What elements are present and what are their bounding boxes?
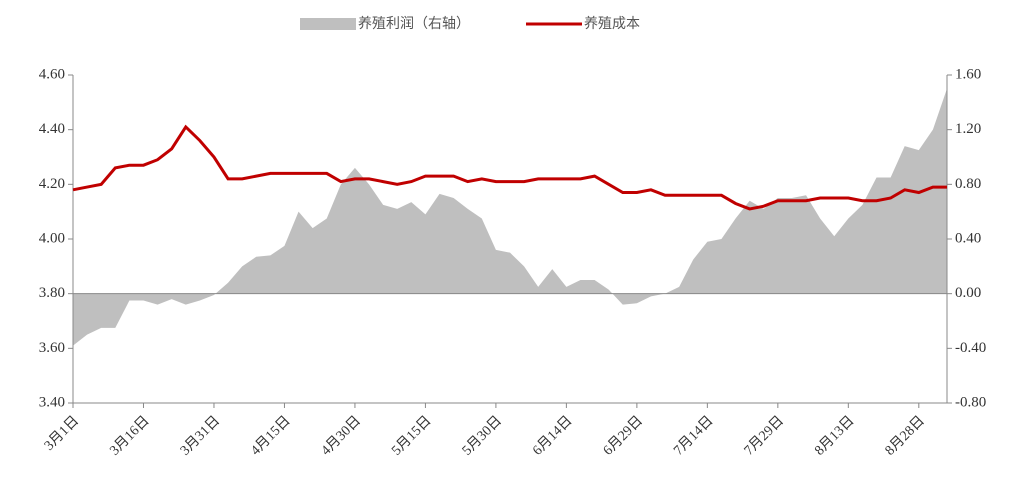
x-tick-label: 6月14日 [530,413,576,459]
x-tick-label: 5月30日 [459,413,505,459]
x-tick-label: 6月29日 [600,413,646,459]
legend: 养殖利润（右轴） 养殖成本 [300,15,640,32]
x-tick-label: 4月15日 [248,413,294,459]
y2-tick-label: 1.20 [955,121,981,137]
x-tick-label: 5月15日 [389,413,435,459]
y-tick-label: 4.40 [39,121,65,137]
legend-swatch [300,18,356,30]
x-tick-label: 3月31日 [177,413,223,459]
y2-tick-label: 0.00 [955,285,981,301]
y-tick-label: 3.80 [39,285,65,301]
y2-tick-label: 0.80 [955,176,981,192]
x-tick-label: 3月16日 [107,413,153,459]
x-tick-label: 3月1日 [41,413,82,454]
y-tick-label: 3.40 [39,394,65,410]
y-tick-label: 4.60 [39,66,65,82]
y2-tick-label: 0.40 [955,230,981,246]
x-tick-label: 7月14日 [670,413,716,459]
legend-label: 养殖成本 [584,15,640,32]
x-tick-label: 8月13日 [811,413,857,459]
y-tick-label: 4.00 [39,230,65,246]
x-tick-label: 4月30日 [318,413,364,459]
profit-area [73,88,947,346]
x-tick-label: 8月28日 [882,413,928,459]
y-tick-label: 3.60 [39,340,65,356]
y2-tick-label: 1.60 [955,66,981,82]
cost-line [72,124,947,211]
y2-tick-label: -0.80 [955,394,986,410]
y2-tick-label: -0.40 [955,340,986,356]
legend-label: 养殖利润（右轴） [358,15,470,32]
x-tick-label: 7月29日 [741,413,787,459]
y-tick-label: 4.20 [39,176,65,192]
